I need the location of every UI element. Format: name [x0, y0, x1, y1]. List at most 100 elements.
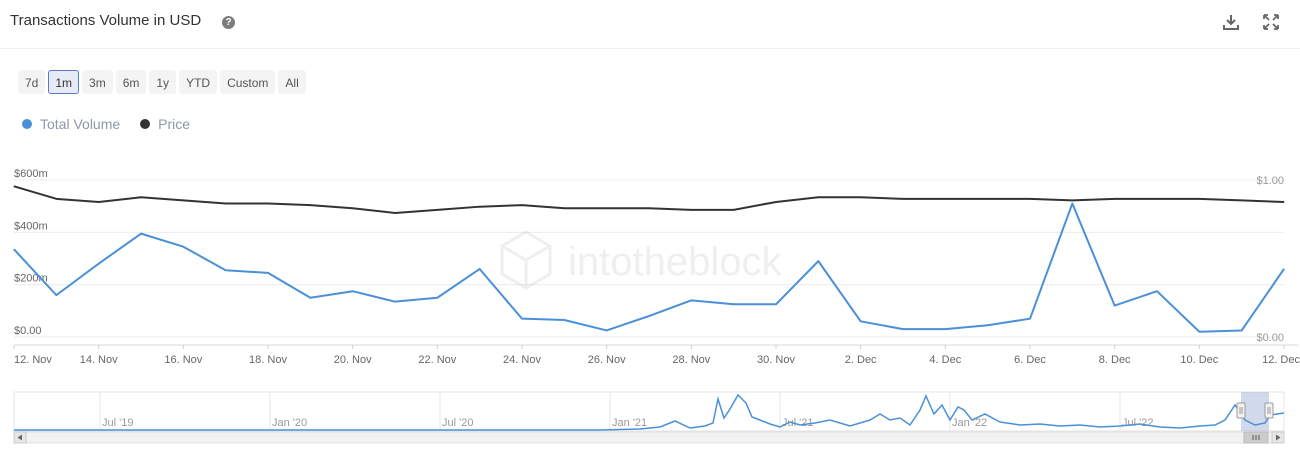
question-circle-icon[interactable]: ?	[222, 16, 235, 29]
point-total-volume	[775, 303, 777, 305]
point-total-volume	[140, 233, 142, 235]
navigator-frame	[13, 391, 1285, 432]
point-price	[1283, 201, 1285, 203]
point-total-volume	[13, 248, 15, 250]
point-price	[860, 196, 862, 198]
navigator-label: Jul '20	[442, 417, 473, 429]
point-price	[648, 207, 650, 209]
navigator-handle-right[interactable]	[1264, 402, 1274, 419]
point-price	[98, 201, 100, 203]
range-1m-button[interactable]: 1m	[48, 70, 80, 94]
point-price	[1156, 198, 1158, 200]
range-1y-button[interactable]: 1y	[149, 70, 177, 94]
chart-legend: Total Volume Price	[22, 116, 190, 132]
point-total-volume	[648, 315, 650, 317]
point-total-volume	[309, 297, 311, 299]
x-tick-label: 16. Nov	[164, 354, 202, 366]
point-price	[1029, 198, 1031, 200]
point-price	[606, 207, 608, 209]
legend-item-total-volume[interactable]: Total Volume	[22, 116, 120, 132]
x-tick-label: 8. Dec	[1099, 354, 1131, 366]
point-price	[944, 198, 946, 200]
point-price	[309, 204, 311, 206]
range-6m-button[interactable]: 6m	[115, 70, 147, 94]
point-total-volume	[690, 299, 692, 301]
point-total-volume	[733, 303, 735, 305]
fullscreen-icon[interactable]	[1262, 13, 1280, 31]
x-tick-label: 12. Dec	[1262, 354, 1300, 366]
navigator-label: Jan '22	[952, 417, 987, 429]
y-right-tick-label: $0.00	[1256, 332, 1284, 344]
chart-title: Transactions Volume in USD	[10, 12, 202, 29]
x-tick-label: 6. Dec	[1014, 354, 1046, 366]
navigator-scrollbar-track[interactable]	[13, 431, 1285, 444]
point-total-volume	[436, 297, 438, 299]
point-total-volume	[987, 324, 989, 326]
point-total-volume	[1029, 318, 1031, 320]
chevron-right-icon	[1276, 434, 1281, 441]
point-total-volume	[817, 260, 819, 262]
point-total-volume	[225, 269, 227, 271]
point-price	[140, 196, 142, 198]
watermark-cube-icon	[500, 230, 552, 290]
point-total-volume	[860, 320, 862, 322]
navigator-label: Jul '21	[782, 417, 813, 429]
navigator-label: Jan '20	[272, 417, 307, 429]
point-total-volume	[563, 319, 565, 321]
x-tick-label: 12. Nov	[14, 354, 52, 366]
point-total-volume	[1198, 331, 1200, 333]
watermark: intotheblock	[500, 230, 782, 290]
legend-item-price[interactable]: Price	[140, 116, 190, 132]
navigator-label: Jul '19	[102, 417, 133, 429]
navigator-label: Jan '21	[612, 417, 647, 429]
range-7d-button[interactable]: 7d	[18, 70, 46, 94]
point-price	[436, 209, 438, 211]
legend-label-price: Price	[158, 116, 191, 132]
range-all-button[interactable]: All	[278, 70, 306, 94]
navigator-series	[14, 393, 1285, 431]
x-tick-label: 2. Dec	[845, 354, 877, 366]
point-price	[394, 212, 396, 214]
point-price	[479, 206, 481, 208]
download-icon[interactable]	[1222, 13, 1240, 31]
point-price	[225, 203, 227, 205]
range-ytd-button[interactable]: YTD	[179, 70, 218, 94]
grid	[14, 179, 1298, 346]
scrollbar-thumb[interactable]	[1243, 431, 1269, 444]
point-price	[1241, 199, 1243, 201]
series-line-price[interactable]	[13, 185, 1285, 214]
point-price	[775, 201, 777, 203]
point-total-volume	[479, 268, 481, 270]
point-total-volume	[1114, 305, 1116, 307]
range-selector: 7d 1m 3m 6m 1y YTD Custom All	[18, 70, 306, 94]
x-tick-label: 4. Dec	[929, 354, 961, 366]
point-price	[521, 204, 523, 206]
point-price	[690, 209, 692, 211]
legend-marker-price	[140, 119, 151, 129]
watermark-text: intotheblock	[568, 240, 782, 284]
scroll-left-button[interactable]	[13, 431, 27, 444]
point-total-volume	[352, 290, 354, 292]
x-tick-label: 10. Dec	[1180, 354, 1218, 366]
point-total-volume	[606, 329, 608, 331]
point-total-volume	[55, 294, 57, 296]
point-total-volume	[902, 328, 904, 330]
point-price	[352, 207, 354, 209]
point-total-volume	[98, 263, 100, 265]
point-total-volume	[182, 246, 184, 248]
navigator-handle-left[interactable]	[1236, 402, 1246, 419]
y-left-tick-label: $0.00	[14, 325, 42, 337]
chart-header: Transactions Volume in USD ?	[0, 0, 1300, 49]
x-tick-label: 28. Nov	[672, 354, 710, 366]
range-3m-button[interactable]: 3m	[82, 70, 113, 94]
point-price	[267, 203, 269, 205]
point-price	[182, 199, 184, 201]
legend-label-total-volume: Total Volume	[40, 116, 121, 132]
point-price	[1071, 199, 1073, 201]
range-custom-button[interactable]: Custom	[220, 70, 276, 94]
series-line-total-volume[interactable]	[13, 202, 1285, 333]
point-price	[902, 198, 904, 200]
navigator-selection[interactable]	[1241, 392, 1269, 431]
scroll-right-button[interactable]	[1271, 431, 1285, 444]
x-tick-label: 18. Nov	[249, 354, 287, 366]
